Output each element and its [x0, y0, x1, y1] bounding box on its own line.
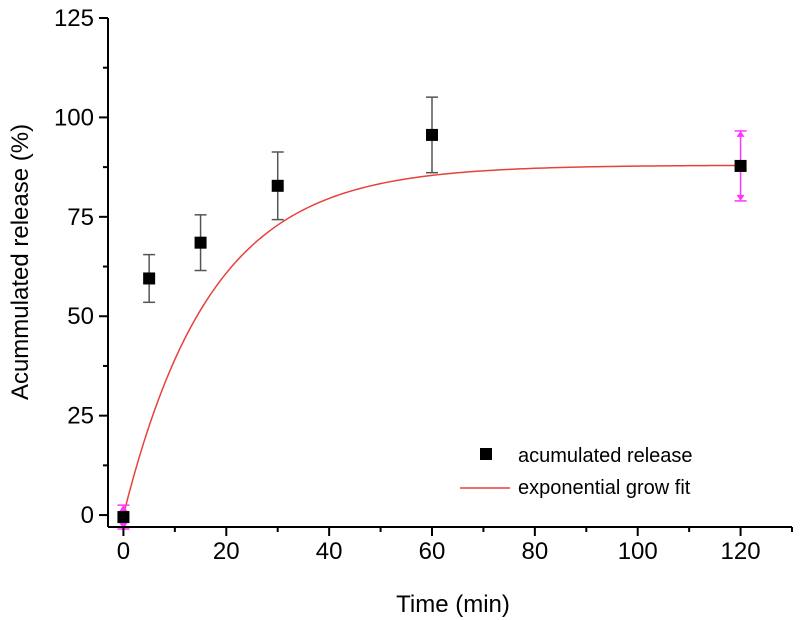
y-tick-label: 125 — [54, 5, 94, 32]
legend: acumulated release exponential grow fit — [460, 445, 693, 499]
x-tick-label: 80 — [522, 538, 549, 565]
data-point — [194, 236, 207, 249]
data-point-group — [194, 214, 207, 272]
data-point-group — [426, 96, 438, 174]
data-point-group — [143, 253, 156, 304]
data-point — [734, 159, 747, 172]
x-tick-label: 120 — [721, 538, 761, 565]
x-tick-label: 40 — [316, 538, 343, 565]
data-point — [271, 179, 284, 192]
data-point — [143, 272, 156, 285]
error-arrow-bottom — [119, 522, 128, 529]
error-arrow-top — [119, 505, 128, 512]
legend-marker-square — [480, 448, 492, 460]
y-axis-title: Acummulated release (%) — [7, 124, 34, 400]
x-tick-label: 20 — [213, 538, 240, 565]
plot-area — [117, 96, 747, 530]
y-tick-label: 50 — [67, 303, 94, 330]
axes: 0 20 40 60 80 100 120 0 25 50 75 100 125 — [54, 5, 793, 565]
x-tick-label: 60 — [419, 538, 446, 565]
x-tick-label: 100 — [618, 538, 658, 565]
legend-label-fit: exponential grow fit — [518, 477, 691, 499]
legend-label-points: acumulated release — [518, 445, 693, 467]
data-point-group — [734, 130, 747, 202]
data-point — [117, 511, 130, 524]
y-tick-label: 75 — [67, 204, 94, 231]
y-tick-label: 0 — [81, 502, 94, 529]
data-point-group — [117, 504, 130, 530]
error-arrow-bottom — [736, 194, 745, 201]
data-point-group — [271, 151, 284, 221]
x-axis-title: Time (min) — [396, 591, 510, 618]
y-tick-label: 25 — [67, 403, 94, 430]
x-tick-label: 0 — [117, 538, 130, 565]
fit-curve — [122, 164, 741, 516]
error-arrow-top — [736, 130, 745, 137]
y-tick-label: 100 — [54, 104, 94, 131]
data-point — [426, 128, 438, 141]
